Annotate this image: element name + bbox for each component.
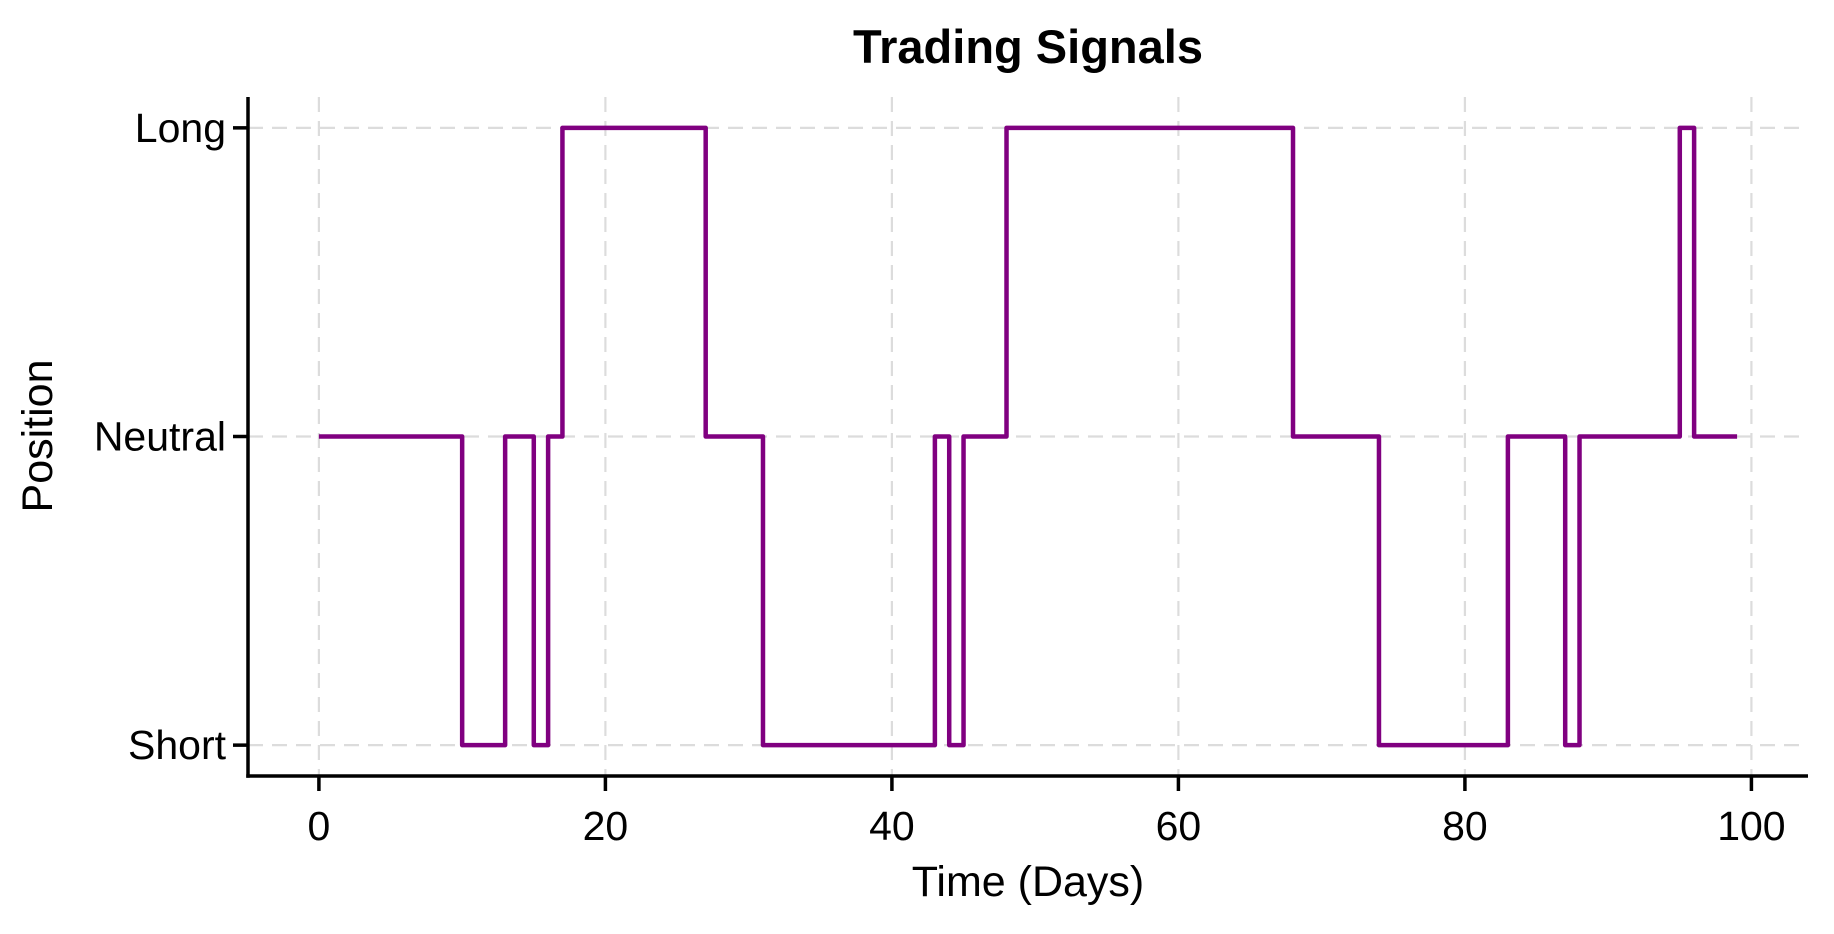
- y-axis-ticks: Long Neutral Short: [94, 105, 248, 768]
- x-tick-label: 0: [308, 803, 331, 849]
- x-axis-label: Time (Days): [912, 858, 1145, 906]
- y-tick-label: Neutral: [94, 414, 226, 460]
- y-axis-label: Position: [14, 360, 62, 513]
- y-tick-label: Short: [128, 722, 227, 768]
- x-tick-label: 100: [1717, 803, 1785, 849]
- x-tick-label: 80: [1442, 803, 1488, 849]
- chart-title: Trading Signals: [853, 20, 1203, 73]
- y-tick-label: Long: [135, 105, 226, 151]
- x-axis-ticks: 0 20 40 60 80 100: [308, 776, 1786, 849]
- x-tick-label: 40: [869, 803, 915, 849]
- gridlines: [248, 97, 1804, 776]
- signal-step-line: [318, 125, 1738, 748]
- x-tick-label: 20: [583, 803, 629, 849]
- x-tick-label: 60: [1156, 803, 1202, 849]
